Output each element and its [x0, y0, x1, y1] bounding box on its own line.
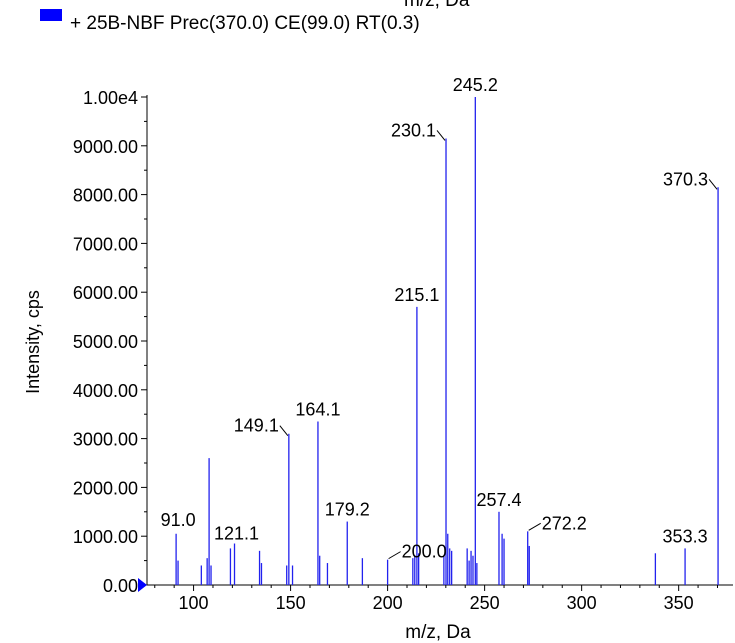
y-tick-label: 8000.00 [73, 186, 138, 206]
peak-label: 215.1 [394, 285, 439, 305]
axes: 0.00 1000.00 2000.00 3000.00 4000.00 5000.00 6… [73, 88, 733, 613]
y-tick-label: 9000.00 [73, 137, 138, 157]
peak-label: 121.1 [214, 524, 259, 544]
y-tick-label: 3000.00 [73, 430, 138, 450]
y-tick-label: 1.00e4 [83, 88, 138, 108]
y-tick-label: 2000.00 [73, 478, 138, 498]
y-tick-label: 6000.00 [73, 283, 138, 303]
y-tick-label: 0.00 [103, 576, 138, 596]
x-tick-label: 300 [567, 593, 597, 613]
legend-label: + 25B-NBF Prec(370.0) CE(99.0) RT(0.3) [70, 13, 420, 34]
peak-label: 353.3 [663, 526, 708, 546]
y-tick-label: 1000.00 [73, 527, 138, 547]
legend-swatch [40, 9, 62, 21]
peak-label: 370.3 [663, 169, 708, 189]
x-tick-label: 100 [179, 593, 209, 613]
peak-labels: 91.0 121.1 149.1 164.1 179.2 200.0 215.1 230.1 2… [161, 75, 718, 562]
peak-label: 245.2 [453, 75, 498, 95]
x-axis-label: m/z, Da [405, 622, 471, 643]
x-tick-label: 350 [664, 593, 694, 613]
y-tick-label: 7000.00 [73, 234, 138, 254]
peak-label-leader [436, 130, 446, 141]
peak-label-leader [388, 551, 401, 560]
peak-lines [175, 97, 719, 585]
peak-label: 200.0 [402, 542, 447, 562]
peak-label: 230.1 [391, 120, 436, 140]
peak-label: 179.2 [325, 500, 370, 520]
y-tick-label: 4000.00 [73, 381, 138, 401]
x-axis-label-top: m/z, Da [404, 0, 470, 11]
peak-label-leader [279, 425, 289, 437]
peak-label: 149.1 [234, 416, 279, 436]
peak-label: 272.2 [542, 513, 587, 533]
peak-label: 91.0 [161, 510, 196, 530]
peak-label: 257.4 [476, 490, 521, 510]
x-tick-label: 200 [373, 593, 403, 613]
y-origin-marker-icon [138, 578, 147, 592]
y-axis-label: Intensity, cps [23, 290, 43, 394]
peak-label: 164.1 [295, 400, 340, 420]
peak-label-leader [708, 178, 718, 190]
y-tick-label: 5000.00 [73, 332, 138, 352]
x-tick-label: 150 [276, 593, 306, 613]
x-tick-label: 250 [470, 593, 500, 613]
peak-label-leader [528, 522, 541, 531]
